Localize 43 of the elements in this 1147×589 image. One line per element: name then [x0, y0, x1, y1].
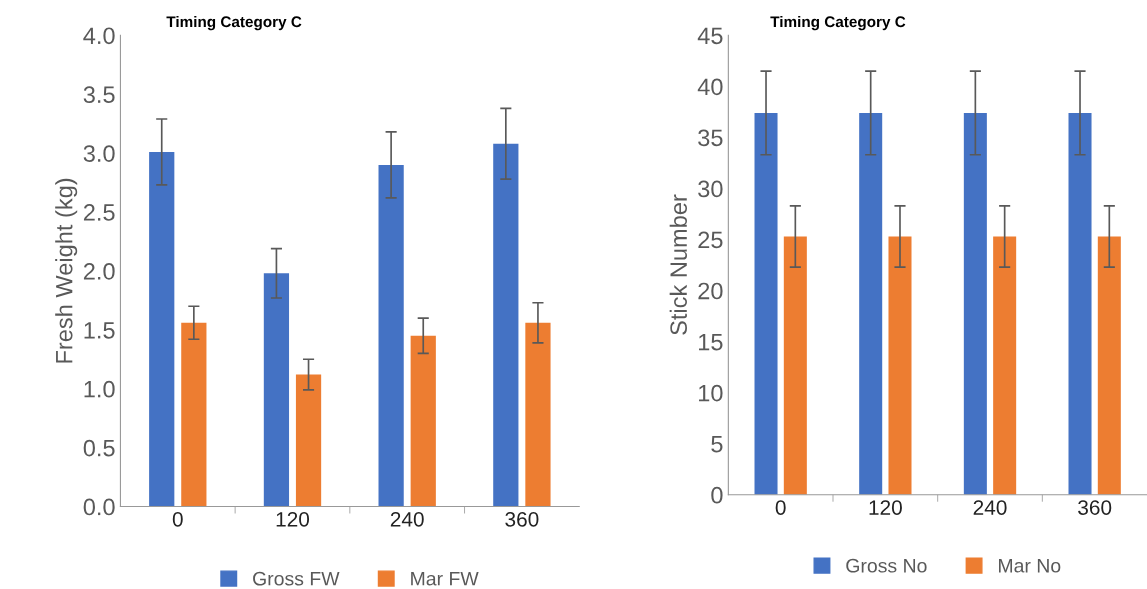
y-tick-label: 20 — [698, 282, 723, 300]
y-tick-label: 0.0 — [83, 498, 115, 516]
bar — [525, 322, 551, 507]
chart-title: Timing Category C — [166, 15, 302, 31]
legend-label: Mar FW — [411, 571, 479, 586]
y-tick-label: 45 — [697, 27, 723, 45]
bar — [181, 322, 207, 507]
y-tick-label: 40 — [697, 78, 723, 96]
y-tick-label: 2.0 — [83, 263, 115, 280]
y-axis-title: Stick Number — [669, 194, 687, 335]
y-tick-label: 4.0 — [83, 27, 115, 45]
bar — [263, 273, 290, 507]
x-tick-label: 240 — [973, 500, 1007, 515]
y-tick-label: 25 — [698, 231, 723, 249]
bar — [410, 335, 436, 507]
x-tick-label: 120 — [276, 511, 310, 527]
y-tick-label: 1.5 — [84, 322, 115, 339]
x-tick-label: 0 — [172, 511, 183, 527]
y-tick-label: 1.0 — [84, 380, 115, 398]
bar — [378, 164, 404, 507]
y-tick-label: 0 — [711, 486, 723, 504]
legend-label: Gross No — [846, 558, 927, 573]
y-tick-label: 5 — [711, 436, 723, 453]
y-tick-label: 35 — [698, 129, 723, 147]
x-tick-label: 360 — [1078, 500, 1112, 515]
y-tick-label: 3.0 — [83, 145, 115, 162]
y-tick-label: 2.5 — [83, 204, 115, 221]
bar — [149, 151, 175, 507]
x-tick-label: 240 — [390, 511, 424, 527]
y-tick-label: 0.5 — [83, 439, 115, 457]
x-tick-label: 120 — [869, 500, 902, 515]
legend-label: Gross FW — [253, 571, 340, 586]
bar — [295, 374, 322, 507]
x-tick-label: 360 — [505, 511, 539, 527]
y-axis-title: Fresh Weight (kg) — [55, 178, 78, 363]
y-tick-label: 10 — [699, 384, 723, 402]
bar — [493, 143, 519, 507]
y-tick-label: 15 — [699, 333, 723, 351]
x-tick-label: 0 — [775, 500, 786, 515]
chart-title: Timing Category C — [770, 15, 906, 31]
y-tick-label: 30 — [698, 180, 723, 198]
y-tick-label: 3.5 — [83, 86, 115, 104]
legend-label: Mar No — [999, 559, 1061, 573]
